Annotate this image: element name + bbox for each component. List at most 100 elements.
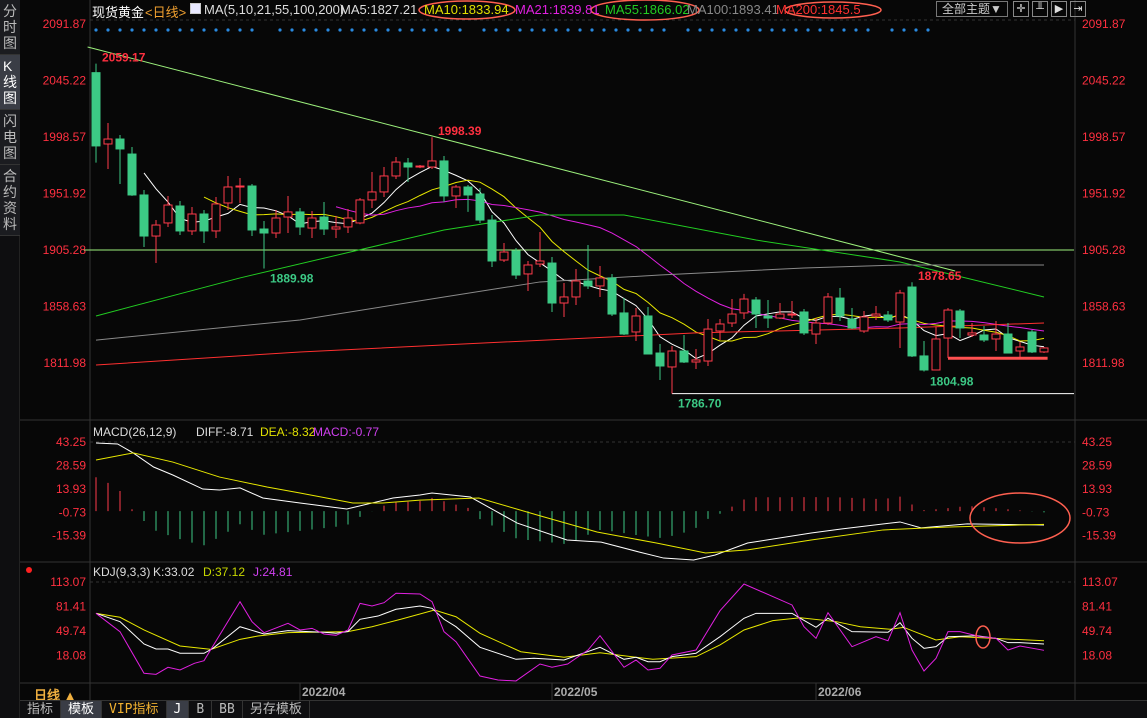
right-axis-tick: 1858.63: [1082, 299, 1126, 313]
theme-dropdown[interactable]: 全部主题▼: [936, 1, 1008, 17]
right-axis-tick: 2045.22: [1082, 74, 1126, 88]
candle-up: [187, 213, 197, 232]
candle-down: [583, 280, 593, 287]
sidebar-tab-contract-info[interactable]: 合约资料: [0, 165, 20, 236]
progress-dot: [554, 28, 558, 32]
right-axis-tick: 43.25: [1082, 435, 1112, 449]
macd-diff-legend: DIFF:-8.71: [196, 425, 254, 439]
progress-dot: [890, 28, 894, 32]
progress-dot: [458, 28, 462, 32]
left-axis-tick: 81.41: [56, 600, 86, 614]
ma5-value: MA5:1827.21: [340, 2, 418, 17]
tab-j[interactable]: J: [166, 701, 190, 718]
progress-dot: [530, 28, 534, 32]
left-axis-tick: 113.07: [50, 575, 86, 589]
kdj-d-legend: D:37.12: [203, 565, 245, 579]
exit-icon[interactable]: ⇥: [1070, 1, 1086, 17]
left-axis-tick: 49.74: [56, 624, 86, 638]
ma-title: MA(5,10,21,55,100,200): [204, 2, 345, 17]
right-axis-tick: 18.08: [1082, 649, 1112, 663]
candle-up: [775, 313, 785, 319]
candle-down: [919, 355, 929, 371]
progress-dot: [614, 28, 618, 32]
sidebar-tab-kline[interactable]: K线图: [0, 55, 20, 110]
candle-up: [931, 338, 941, 371]
crosshair-icon[interactable]: ✛: [1013, 1, 1029, 17]
progress-dot: [374, 28, 378, 32]
tab-vip-indicators[interactable]: VIP指标: [102, 701, 167, 718]
candle-down: [751, 299, 761, 315]
progress-dot: [278, 28, 282, 32]
right-axis-tick: 28.59: [1082, 458, 1112, 472]
progress-dot: [106, 28, 110, 32]
candle-up: [415, 165, 425, 168]
sidebar-tab-flash[interactable]: 闪电图: [0, 110, 20, 165]
progress-dot: [350, 28, 354, 32]
kdj-title: KDJ(9,3,3): [93, 565, 150, 579]
annotation-ellipse: [418, 0, 516, 20]
candle-down: [1003, 333, 1013, 354]
alert-icon: [26, 567, 32, 573]
date-label: 2022/05: [554, 685, 598, 699]
macd-value-legend: MACD:-0.77: [313, 425, 379, 439]
candle-up: [343, 217, 353, 228]
tab-indicators[interactable]: 指标: [20, 701, 62, 718]
ma200-value: MA200:1845.5: [776, 2, 861, 17]
macd-title: MACD(26,12,9): [93, 425, 176, 439]
progress-dot: [130, 28, 134, 32]
tab-templates[interactable]: 模板: [61, 701, 103, 718]
candle-down: [91, 72, 101, 147]
progress-dot: [202, 28, 206, 32]
candle-up: [991, 333, 1001, 340]
trendline: [87, 46, 956, 272]
progress-dot: [710, 28, 714, 32]
annotation-ellipse: [590, 0, 700, 21]
progress-dot: [638, 28, 642, 32]
bottom-tabs: 指标 模板 VIP指标 J B BB 另存模板: [20, 700, 1147, 718]
annotation-ellipse: [969, 492, 1071, 544]
right-axis-tick: -15.39: [1082, 529, 1116, 543]
progress-dot: [578, 28, 582, 32]
candle-up: [151, 224, 161, 237]
candle-up: [667, 350, 677, 368]
progress-dot: [782, 28, 786, 32]
kdj-d-line: [95, 609, 1045, 660]
progress-dot: [214, 28, 218, 32]
left-axis-tick: 1905.28: [43, 243, 87, 257]
progress-dot: [542, 28, 546, 32]
candle-down: [835, 297, 845, 317]
progress-dot: [686, 28, 690, 32]
candle-up: [499, 251, 509, 261]
ma10-value: MA10:1833.94: [424, 2, 509, 17]
progress-dot: [190, 28, 194, 32]
price-extreme-label: 1804.98: [930, 374, 974, 388]
left-axis-tick: -0.73: [59, 505, 87, 519]
sidebar-tab-timeshare[interactable]: 分时图: [0, 0, 20, 55]
candle-up: [223, 186, 233, 204]
progress-dot: [398, 28, 402, 32]
progress-dot: [178, 28, 182, 32]
progress-dot: [494, 28, 498, 32]
candle-down: [199, 213, 209, 232]
candle-up: [331, 226, 341, 230]
bar-style-icon[interactable]: ╨: [1032, 1, 1048, 17]
play-icon[interactable]: ▶: [1051, 1, 1067, 17]
progress-dot: [830, 28, 834, 32]
candle-up: [595, 277, 605, 287]
progress-dot: [518, 28, 522, 32]
candle-down: [115, 138, 125, 150]
tab-b[interactable]: B: [189, 701, 213, 718]
candle-down: [619, 312, 629, 335]
indicator-chart-icon[interactable]: [190, 3, 201, 14]
candle-down: [907, 286, 917, 357]
candle-down: [259, 228, 269, 234]
tab-save-template[interactable]: 另存模板: [243, 701, 310, 718]
period-button[interactable]: 日线 ▲: [34, 688, 77, 703]
progress-dot: [758, 28, 762, 32]
progress-dot: [746, 28, 750, 32]
tab-bb[interactable]: BB: [212, 701, 243, 718]
progress-dot: [410, 28, 414, 32]
progress-dot: [422, 28, 426, 32]
candle-down: [475, 193, 485, 221]
